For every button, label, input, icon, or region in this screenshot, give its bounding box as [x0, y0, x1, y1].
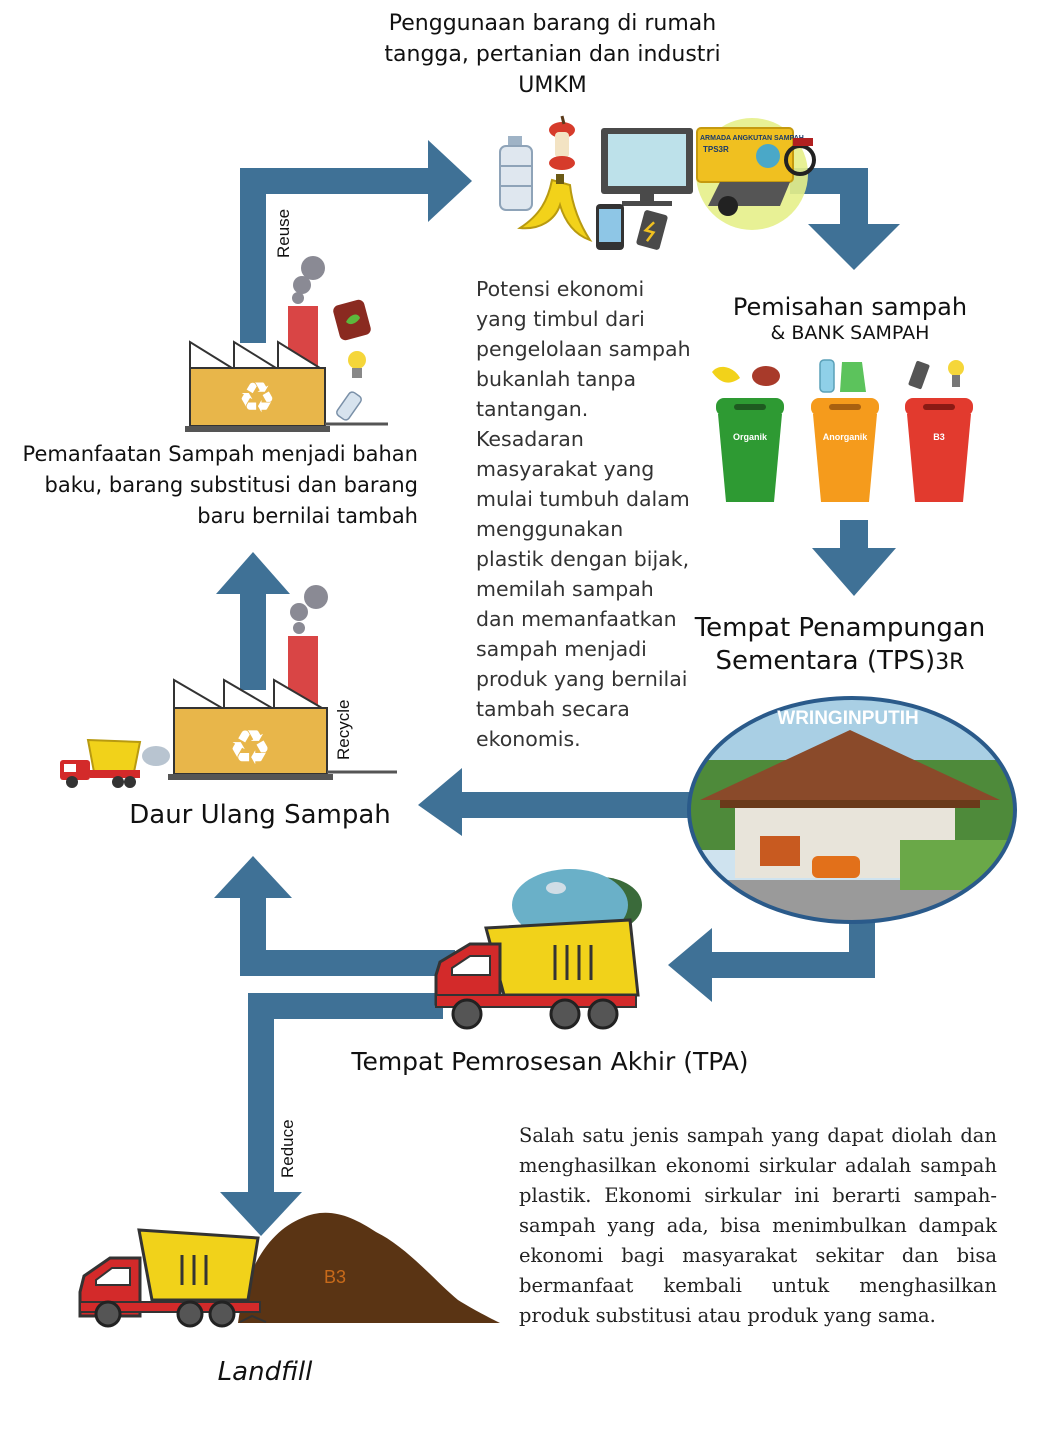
- bin-b3-label: B3: [933, 432, 945, 442]
- tpa-title: Tempat Pemrosesan Akhir (TPA): [351, 1047, 749, 1076]
- bin-organic: Organik: [716, 398, 784, 502]
- consumer-goods-illustration: ARMADA ANGKUTAN SAMPAH TPS3R: [499, 115, 816, 250]
- goods-to-separation-arrow: [790, 168, 900, 270]
- tps3r-motor-truck-icon: ARMADA ANGKUTAN SAMPAH TPS3R: [696, 118, 816, 230]
- tps3r-site-photo: WRINGINPUTIH: [687, 696, 1017, 924]
- lightbulb-icon: [348, 351, 366, 378]
- recycle-up-arrow: [216, 552, 290, 690]
- consumer-use-title: Penggunaan barang di rumah tangga, perta…: [384, 11, 721, 98]
- reduce-arrow: [220, 993, 443, 1236]
- separation-to-tps-arrow: [812, 520, 896, 596]
- recycle-symbol-icon: ♻: [228, 722, 271, 775]
- small-dump-truck-icon: [60, 738, 170, 788]
- recycle-title: Daur Ulang Sampah: [129, 800, 391, 830]
- bin-organic-label: Organik: [733, 432, 768, 442]
- monitor-icon: [601, 128, 693, 206]
- circular-economy-paragraph: Salah satu jenis sampah yang dapat diola…: [519, 1124, 997, 1327]
- organic-waste-icon: [712, 366, 780, 386]
- plastic-waste-icon: [819, 359, 866, 393]
- separation-title: Pemisahan sampah: [732, 293, 968, 321]
- truck-text-2: TPS3R: [703, 145, 729, 154]
- bin-b3: B3: [905, 398, 973, 502]
- tpa-to-recycle-arrow: [214, 856, 455, 976]
- seed-bag-icon: [333, 299, 371, 341]
- landfill-pile-label: B3: [324, 1267, 346, 1287]
- site-label: WRINGINPUTIH: [777, 708, 918, 729]
- factory-upper: ♻: [185, 256, 388, 432]
- utilization-title: Pemanfaatan Sampah menjadi bahan baku, b…: [22, 442, 418, 528]
- factory-lower: ♻: [60, 585, 397, 788]
- separation-subtitle: & BANK SAMPAH: [770, 322, 930, 344]
- waste-bins: Organik Anorganik B3: [712, 359, 973, 502]
- tps-title: Tempat Penampungan Sementara (TPS)3R: [680, 612, 1000, 679]
- plastic-bottle-icon: [336, 391, 362, 421]
- banana-peel-icon: [517, 174, 593, 242]
- tpa-dump-truck-icon: [434, 869, 642, 1030]
- phone-icon: [596, 204, 624, 250]
- reuse-label: Reuse: [274, 209, 293, 258]
- recycle-symbol-icon: ♻: [238, 374, 276, 421]
- water-bottle-icon: [499, 136, 533, 211]
- battery-icon: [636, 210, 668, 250]
- apple-core-icon: [549, 115, 575, 170]
- bin-anorganik-label: Anorganik: [823, 432, 868, 442]
- landfill-illustration: B3: [78, 1212, 500, 1328]
- flow-arrows: [214, 140, 900, 1236]
- reuse-arrow: [240, 140, 472, 343]
- recycle-label: Recycle: [334, 700, 353, 760]
- tps-title-text: Tempat Penampungan Sementara (TPS): [694, 613, 986, 676]
- reduce-label: Reduce: [278, 1119, 297, 1178]
- tps-title-suffix: 3R: [935, 650, 965, 675]
- hazardous-waste-icon: [908, 360, 964, 390]
- landfill-title: Landfill: [217, 1357, 313, 1387]
- tps-to-recycle-arrow: [418, 768, 695, 836]
- truck-text-1: ARMADA ANGKUTAN SAMPAH: [700, 135, 804, 142]
- bin-anorganik: Anorganik: [811, 398, 879, 502]
- economic-potential-paragraph: Potensi ekonomi yang timbul dari pengelo…: [476, 277, 691, 751]
